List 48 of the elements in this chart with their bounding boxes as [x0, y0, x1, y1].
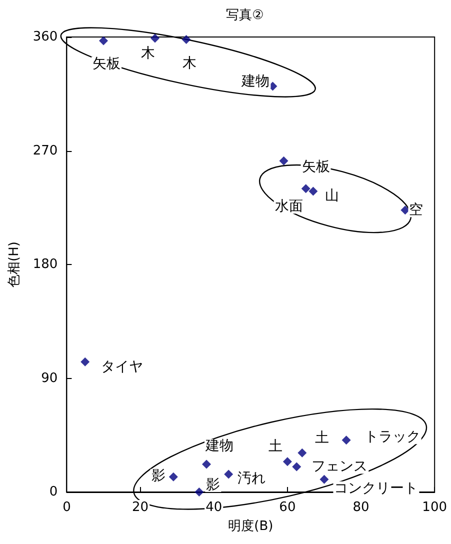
y-tick-label: 180 — [32, 257, 58, 272]
annotation: 山 — [325, 188, 340, 204]
annotation: 矢板 — [302, 158, 330, 175]
point — [342, 436, 351, 445]
point — [292, 462, 302, 472]
point — [150, 34, 160, 43]
y-axis-title: 色相(H) — [7, 242, 22, 288]
annotation: 影 — [206, 477, 220, 493]
y-tick-label: 270 — [32, 143, 58, 158]
x-tick-label: 80 — [352, 500, 370, 515]
x-tick-label: 40 — [206, 500, 222, 515]
x-tick-label: 20 — [132, 500, 149, 515]
y-tick-label: 360 — [32, 30, 58, 44]
point — [194, 488, 204, 496]
x-axis-title: 明度(B) — [228, 518, 274, 534]
point — [279, 156, 288, 166]
point — [80, 357, 90, 366]
annotation: フェンス — [312, 458, 368, 475]
point — [308, 186, 318, 196]
point — [202, 460, 212, 469]
point — [301, 184, 310, 194]
point — [224, 470, 234, 479]
y-tick-label: 0 — [49, 484, 58, 500]
x-tick-label: 60 — [279, 500, 296, 515]
annotation: 矢板 — [92, 56, 120, 72]
annotation: 建物 — [240, 73, 270, 90]
annotation: タイヤ — [101, 358, 144, 375]
x-tick-label: 0 — [62, 500, 71, 515]
annotation: 水面 — [274, 198, 303, 215]
point — [182, 35, 191, 44]
annotation: 土 — [268, 438, 282, 455]
annotation: 木 — [182, 56, 196, 72]
point — [168, 472, 178, 482]
point — [298, 448, 307, 458]
y-tick-label: 90 — [41, 370, 58, 386]
annotation: 汚れ — [238, 470, 266, 486]
annotation: 土 — [315, 430, 330, 446]
x-tick-label: 100 — [422, 500, 448, 515]
annotation: 木 — [141, 45, 156, 62]
point — [282, 457, 292, 466]
chart-title: 写真② — [226, 8, 264, 23]
point — [320, 474, 329, 484]
annotation: トラック — [364, 429, 420, 446]
annotation: 空 — [409, 202, 424, 218]
point — [99, 36, 108, 46]
annotation: 影 — [151, 468, 166, 484]
annotation: コンクリート — [334, 480, 418, 496]
annotation: 建物 — [204, 438, 234, 454]
